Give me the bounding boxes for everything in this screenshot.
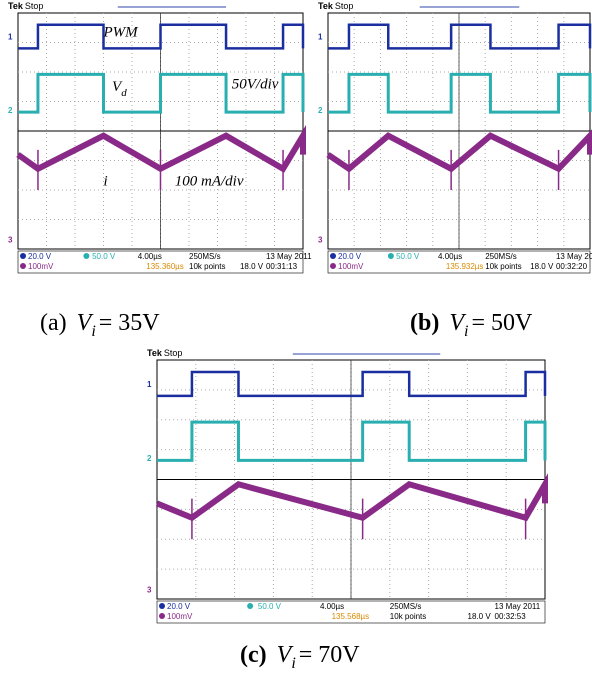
subscript: d [121,87,127,99]
caption-label: (c) [240,642,267,668]
status-date: 13 May 2011 [495,602,541,611]
annotation: 50V/div [232,77,279,93]
channel-marker: 1 [8,33,13,42]
status-trigger_level: 18.0 V [240,262,264,271]
caption-value: = 70V [299,642,361,668]
caption: (b)Vi= 50V [410,310,533,340]
state: Stop [25,1,44,11]
figure: TekStop123PWMVd50V/divi100 mA/div20.0 V5… [0,0,592,676]
status-points: 10k points [485,262,521,271]
status-math: 100mV [338,262,364,271]
annotation: i [104,173,108,189]
channel-marker: 3 [8,236,13,245]
math-badge [330,263,336,269]
status-time: 00:32:53 [495,612,527,621]
status-delay: 135.568µs [332,612,370,621]
status-time: 00:31:13 [266,262,298,271]
state: Stop [164,348,183,358]
status-timebase: 4.00µs [438,252,462,261]
status-rate: 250MS/s [189,252,221,261]
subscript: i [91,323,95,340]
channel-marker: 2 [8,106,13,115]
caption-value: = 50V [471,310,533,336]
status-date: 13 May 2011 [556,252,592,261]
status-ch1: 20.0 V [167,602,191,611]
math-badge [20,263,26,269]
status-points: 10k points [189,262,225,271]
brand: Tek [318,1,334,11]
status-points: 10k points [390,612,426,621]
channel-marker: 3 [318,236,323,245]
subscript: i [291,655,295,672]
status-timebase: 4.00µs [138,252,162,261]
ch1-badge [20,253,26,259]
state: Stop [335,1,354,11]
status-delay: 135.360µs [146,262,184,271]
caption-value: = 35V [99,310,161,336]
annotation: 100 mA/div [175,173,244,189]
status-math: 100mV [28,262,54,271]
caption: (a)Vi= 35V [40,310,160,340]
status-date: 13 May 2011 [266,252,312,261]
channel-marker: 3 [147,585,152,594]
status-ch2: 50.0 V [258,602,282,611]
status-trigger_level: 18.0 V [468,612,492,621]
status-rate: 250MS/s [485,252,517,261]
status-trigger_level: 18.0 V [530,262,554,271]
status-ch2: 50.0 V [396,252,420,261]
brand: Tek [8,1,24,11]
channel-marker: 1 [147,380,152,389]
caption: (c)Vi= 70V [240,642,360,672]
ch1-badge [159,603,165,609]
status-math: 100mV [167,612,193,621]
channel-marker: 2 [147,454,152,463]
status-rate: 250MS/s [390,602,422,611]
annotation: PWM [103,25,140,41]
ch2-badge [388,253,394,259]
status-ch1: 20.0 V [338,252,362,261]
channel-marker: 2 [318,106,323,115]
channel-marker: 1 [318,33,323,42]
caption-label: (a) [40,310,67,336]
subscript: i [464,323,468,340]
status-time: 00:32:20 [556,262,588,271]
caption-label: (b) [410,310,439,336]
math-badge [159,613,165,619]
ch2-badge [83,253,89,259]
status-delay: 135.932µs [446,262,484,271]
status-ch1: 20.0 V [28,252,52,261]
brand: Tek [147,348,163,358]
ch2-badge [247,603,253,609]
ch1-badge [330,253,336,259]
status-ch2: 50.0 V [92,252,116,261]
status-timebase: 4.00µs [320,602,344,611]
